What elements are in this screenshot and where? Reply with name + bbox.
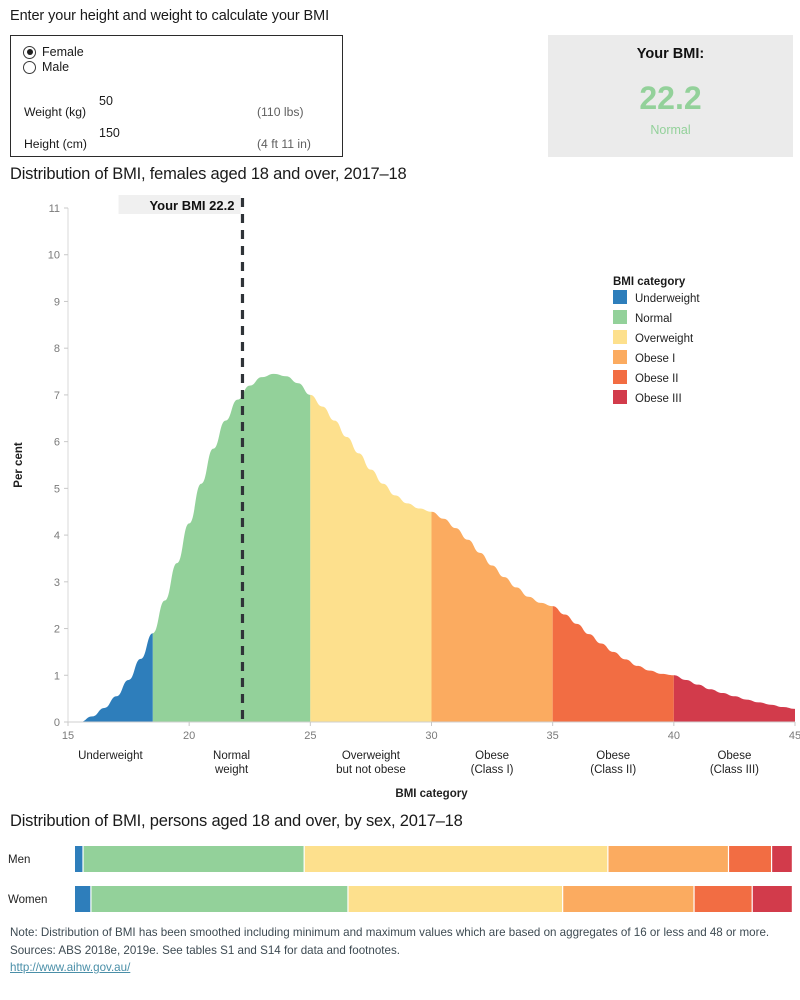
distribution-area-normal bbox=[152, 373, 311, 722]
x-tick-label: 25 bbox=[304, 730, 316, 742]
legend-swatch-obese-ii bbox=[613, 370, 627, 384]
y-tick-label: 4 bbox=[54, 530, 60, 542]
y-tick-label: 7 bbox=[54, 390, 60, 402]
footer-link[interactable]: http://www.aihw.gov.au/ bbox=[10, 961, 131, 975]
bar-segment-overweight bbox=[348, 886, 563, 912]
y-tick-label: 0 bbox=[54, 717, 60, 729]
height-input[interactable]: 150 bbox=[99, 126, 120, 140]
x-tick-label: 35 bbox=[547, 730, 559, 742]
y-tick-label: 3 bbox=[54, 577, 60, 589]
bar-segment-underweight bbox=[75, 846, 83, 872]
legend-label-obese-ii: Obese II bbox=[635, 373, 678, 385]
sex-option-male-label: Male bbox=[42, 60, 70, 74]
legend-label-obese-iii: Obese III bbox=[635, 393, 682, 405]
footer-sources: Sources: ABS 2018e, 2019e. See tables S1… bbox=[10, 943, 400, 957]
x-category-label: Overweight bbox=[342, 750, 401, 762]
height-label: Height (cm) bbox=[24, 137, 87, 151]
bar-segment-normal bbox=[91, 886, 348, 912]
x-category-label: Normal bbox=[213, 750, 250, 762]
bar-segment-normal bbox=[83, 846, 304, 872]
legend-label-overweight: Overweight bbox=[635, 333, 694, 345]
sex-option-female-label: Female bbox=[42, 45, 84, 59]
y-tick-label: 2 bbox=[54, 624, 60, 636]
distribution-area-underweight bbox=[68, 633, 153, 722]
x-category-label: (Class II) bbox=[590, 764, 636, 776]
y-tick-label: 1 bbox=[54, 670, 60, 682]
legend-label-normal: Normal bbox=[635, 313, 672, 325]
bar-segment-obese-i bbox=[563, 886, 694, 912]
y-tick-label: 8 bbox=[54, 343, 60, 355]
y-axis-title: Per cent bbox=[13, 442, 25, 488]
weight-input[interactable]: 50 bbox=[99, 94, 113, 108]
x-axis-title: BMI category bbox=[395, 788, 468, 800]
legend-swatch-normal bbox=[613, 310, 627, 324]
x-category-label: Obese bbox=[596, 750, 630, 762]
x-tick-label: 40 bbox=[668, 730, 680, 742]
y-tick-label: 6 bbox=[54, 437, 60, 449]
x-category-label: Obese bbox=[717, 750, 751, 762]
bmi-input-panel: Female Male Weight (kg) 50 (110 lbs) Hei… bbox=[10, 35, 343, 157]
weight-label: Weight (kg) bbox=[24, 105, 87, 119]
weight-field-row: Weight (kg) 50 (110 lbs) bbox=[11, 94, 342, 120]
legend-label-underweight: Underweight bbox=[635, 293, 700, 305]
x-tick-label: 15 bbox=[62, 730, 74, 742]
distribution-area-obese-ii bbox=[552, 606, 674, 722]
height-field-row: Height (cm) 150 (4 ft 11 in) bbox=[11, 126, 342, 152]
legend-label-obese-i: Obese I bbox=[635, 353, 675, 365]
distribution-area-obese-i bbox=[431, 511, 553, 722]
height-converted-value: (4 ft 11 in) bbox=[257, 137, 311, 151]
bar-row-label: Women bbox=[8, 894, 47, 906]
y-tick-label: 5 bbox=[54, 483, 60, 495]
y-tick-label: 11 bbox=[49, 203, 60, 215]
footer-notes: Note: Distribution of BMI has been smoot… bbox=[10, 924, 794, 977]
distribution-area-overweight bbox=[310, 394, 432, 722]
bmi-result-panel: Your BMI: 22.2 Normal bbox=[548, 35, 793, 157]
legend-swatch-underweight bbox=[613, 290, 627, 304]
x-category-label: (Class I) bbox=[471, 764, 514, 776]
x-tick-label: 20 bbox=[183, 730, 195, 742]
bmi-result-category: Normal bbox=[650, 123, 691, 137]
legend-swatch-obese-i bbox=[613, 350, 627, 364]
page-title: Enter your height and weight to calculat… bbox=[10, 8, 330, 24]
bar-segment-obese-ii bbox=[729, 846, 771, 872]
bar-segment-obese-iii bbox=[772, 846, 792, 872]
bar-segment-obese-i bbox=[608, 846, 728, 872]
radio-female-icon[interactable] bbox=[23, 45, 36, 59]
weight-converted-value: (110 lbs) bbox=[257, 105, 304, 119]
bmi-marker-label: Your BMI 22.2 bbox=[149, 198, 234, 213]
sex-option-female[interactable]: Female bbox=[23, 45, 342, 59]
bar-row-label: Men bbox=[8, 854, 30, 866]
x-tick-label: 30 bbox=[425, 730, 437, 742]
x-tick-label: 45 bbox=[789, 730, 800, 742]
x-category-label: but not obese bbox=[336, 764, 406, 776]
sex-option-male[interactable]: Male bbox=[23, 60, 342, 74]
bmi-result-title: Your BMI: bbox=[636, 46, 705, 62]
legend-title: BMI category bbox=[613, 276, 686, 288]
legend-swatch-overweight bbox=[613, 330, 627, 344]
sex-chart-title: Distribution of BMI, persons aged 18 and… bbox=[10, 812, 463, 830]
legend-swatch-obese-iii bbox=[613, 390, 627, 404]
x-category-label: Obese bbox=[475, 750, 509, 762]
bar-segment-underweight bbox=[75, 886, 91, 912]
radio-male-icon[interactable] bbox=[23, 60, 36, 74]
bmi-result-value: 22.2 bbox=[639, 80, 702, 116]
y-tick-label: 9 bbox=[54, 296, 60, 308]
bar-segment-obese-ii bbox=[694, 886, 752, 912]
x-category-label: weight bbox=[214, 764, 249, 776]
distribution-area-obese-iii bbox=[673, 675, 795, 722]
bmi-marker-label-bg bbox=[118, 195, 241, 214]
x-category-label: Underweight bbox=[78, 750, 143, 762]
bar-segment-obese-iii bbox=[752, 886, 792, 912]
x-category-label: (Class III) bbox=[710, 764, 759, 776]
y-tick-label: 10 bbox=[48, 250, 60, 262]
bar-segment-overweight bbox=[304, 846, 608, 872]
distribution-chart-title: Distribution of BMI, females aged 18 and… bbox=[10, 165, 407, 183]
bmi-by-sex-chart: Men Women bbox=[8, 846, 792, 912]
footer-note: Note: Distribution of BMI has been smoot… bbox=[10, 926, 770, 939]
